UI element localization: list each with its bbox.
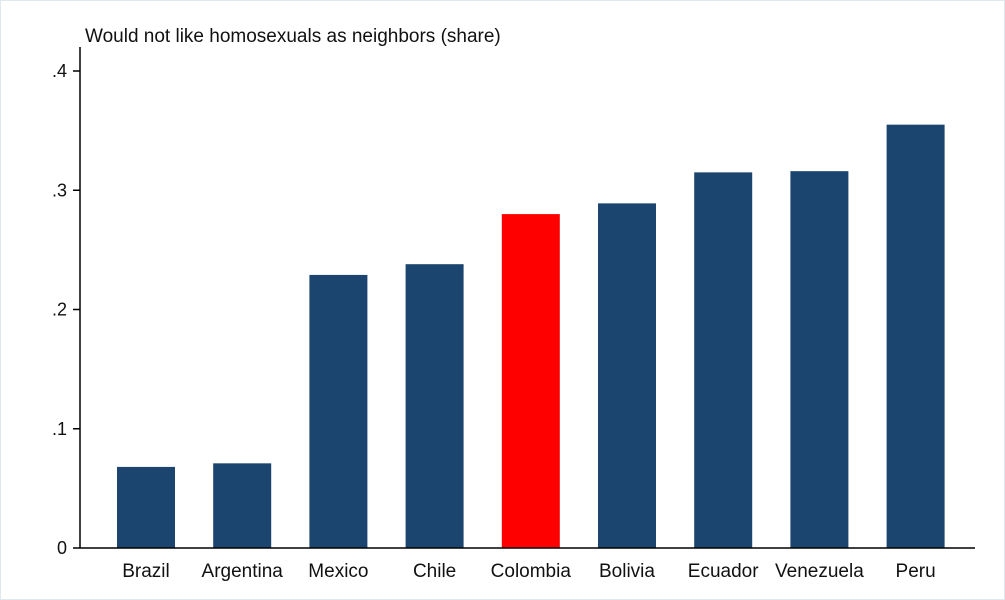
bar-peru xyxy=(886,124,945,548)
y-tick-label: .4 xyxy=(52,61,67,81)
x-tick-label: Brazil xyxy=(122,561,170,582)
x-tick-label: Venezuela xyxy=(775,561,864,582)
bar-venezuela xyxy=(790,171,849,549)
bar-argentina xyxy=(213,463,272,548)
x-tick-label: Bolivia xyxy=(599,561,655,582)
bar-brazil xyxy=(117,466,175,548)
x-tick-label: Mexico xyxy=(308,561,368,582)
bar-mexico xyxy=(309,274,368,548)
x-axis: Brazil Argentina Mexico Chile Colombia Bolivi… xyxy=(80,547,975,582)
chart-title: Would not like homosexuals as neighbors … xyxy=(85,26,501,47)
x-labels: Brazil Argentina Mexico Chile Colombia Bolivi… xyxy=(122,561,935,582)
y-tick-label: .1 xyxy=(52,419,67,439)
x-tick-label: Peru xyxy=(896,561,936,582)
bars xyxy=(117,124,945,549)
y-tick-label: .2 xyxy=(52,300,67,320)
x-tick-label: Colombia xyxy=(491,561,572,582)
y-tick-label: 0 xyxy=(57,538,67,558)
y-tick-label: .3 xyxy=(52,180,67,200)
bar-chile xyxy=(405,264,464,548)
y-ticks: 0 .1 .2 .3 .4 xyxy=(52,61,80,558)
x-tick-label: Chile xyxy=(413,561,456,582)
x-tick-label: Argentina xyxy=(202,561,284,582)
bar-colombia xyxy=(501,214,560,548)
bar-bolivia xyxy=(598,203,656,548)
bar-ecuador xyxy=(694,172,753,549)
y-axis: 0 .1 .2 .3 .4 xyxy=(52,47,81,558)
x-tick-label: Ecuador xyxy=(688,561,759,582)
